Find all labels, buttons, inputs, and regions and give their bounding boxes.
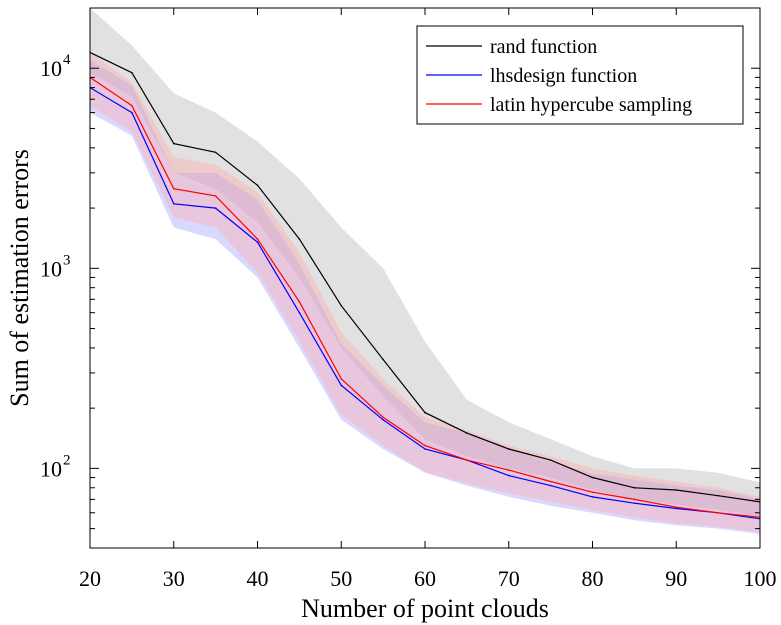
point-latin-hypercube-sampling — [131, 104, 133, 107]
point-lhsdesign-function — [298, 311, 301, 314]
legend: rand function lhsdesign function latin h… — [416, 25, 744, 125]
point-lhsdesign-function — [340, 384, 343, 387]
point-rand-function — [340, 304, 343, 307]
x-tick-label: 90 — [665, 566, 687, 591]
point-lhsdesign-function — [508, 474, 510, 477]
x-tick-label: 60 — [414, 566, 436, 591]
point-lhsdesign-function — [675, 507, 678, 510]
legend-label-rand: rand function — [490, 36, 597, 58]
point-lhsdesign-function — [382, 419, 384, 421]
y-tick-label-base: 10 — [40, 56, 62, 81]
x-tick-label: 50 — [330, 566, 352, 591]
point-rand-function — [508, 448, 510, 450]
point-latin-hypercube-sampling — [214, 195, 217, 197]
x-axis-title: Number of point clouds — [301, 594, 549, 623]
point-lhsdesign-function — [424, 448, 426, 450]
point-rand-function — [131, 71, 133, 74]
point-latin-hypercube-sampling — [675, 506, 678, 509]
point-rand-function — [298, 238, 301, 240]
band-rand-function — [90, 8, 760, 516]
point-latin-hypercube-sampling — [549, 480, 552, 483]
point-latin-hypercube-sampling — [340, 378, 343, 380]
point-latin-hypercube-sampling — [424, 444, 426, 447]
point-latin-hypercube-sampling — [633, 498, 636, 501]
point-latin-hypercube-sampling — [717, 512, 719, 514]
band-lhsdesign-function — [90, 59, 760, 535]
point-latin-hypercube-sampling — [382, 416, 384, 419]
y-tick-label-exponent: 3 — [63, 252, 71, 268]
y-tick-label-base: 10 — [40, 456, 62, 481]
point-rand-function — [173, 142, 175, 145]
y-axis-title: Sum of estimation errors — [5, 149, 34, 407]
point-rand-function — [549, 459, 552, 461]
point-rand-function — [675, 489, 678, 491]
point-lhsdesign-function — [131, 111, 133, 114]
point-rand-function — [214, 151, 217, 154]
x-tick-label: 40 — [247, 566, 269, 591]
point-lhsdesign-function — [214, 207, 217, 209]
series-lines — [90, 51, 760, 520]
point-lhsdesign-function — [591, 496, 594, 498]
x-tick-label: 80 — [582, 566, 604, 591]
band-latin-hypercube-sampling — [90, 52, 760, 533]
legend-label-lhsdesign: lhsdesign function — [490, 65, 637, 87]
y-tick-label-exponent: 2 — [63, 452, 71, 468]
x-axis: 20 30 40 50 60 70 80 90 100 — [79, 8, 777, 591]
legend-label-latin: latin hypercube sampling — [490, 94, 692, 116]
confidence-bands — [90, 8, 760, 535]
point-rand-function — [717, 494, 719, 497]
point-rand-function — [256, 184, 259, 187]
y-tick-label-exponent: 4 — [63, 52, 71, 68]
point-lhsdesign-function — [256, 241, 259, 243]
point-rand-function — [424, 411, 426, 414]
point-latin-hypercube-sampling — [591, 491, 594, 494]
point-latin-hypercube-sampling — [173, 187, 175, 190]
point-latin-hypercube-sampling — [256, 238, 259, 240]
point-rand-function — [466, 432, 468, 434]
x-tick-label: 20 — [79, 566, 101, 591]
point-latin-hypercube-sampling — [466, 459, 468, 461]
point-lhsdesign-function — [549, 484, 552, 487]
point-latin-hypercube-sampling — [298, 301, 301, 303]
point-rand-function — [382, 358, 384, 361]
x-tick-label: 70 — [498, 566, 520, 591]
point-rand-function — [633, 487, 636, 489]
point-lhsdesign-function — [173, 203, 175, 205]
x-tick-label: 30 — [163, 566, 185, 591]
y-tick-label-base: 10 — [40, 256, 62, 281]
x-tick-label: 100 — [744, 566, 777, 591]
point-lhsdesign-function — [633, 502, 636, 505]
point-latin-hypercube-sampling — [508, 469, 510, 471]
point-rand-function — [591, 476, 594, 479]
